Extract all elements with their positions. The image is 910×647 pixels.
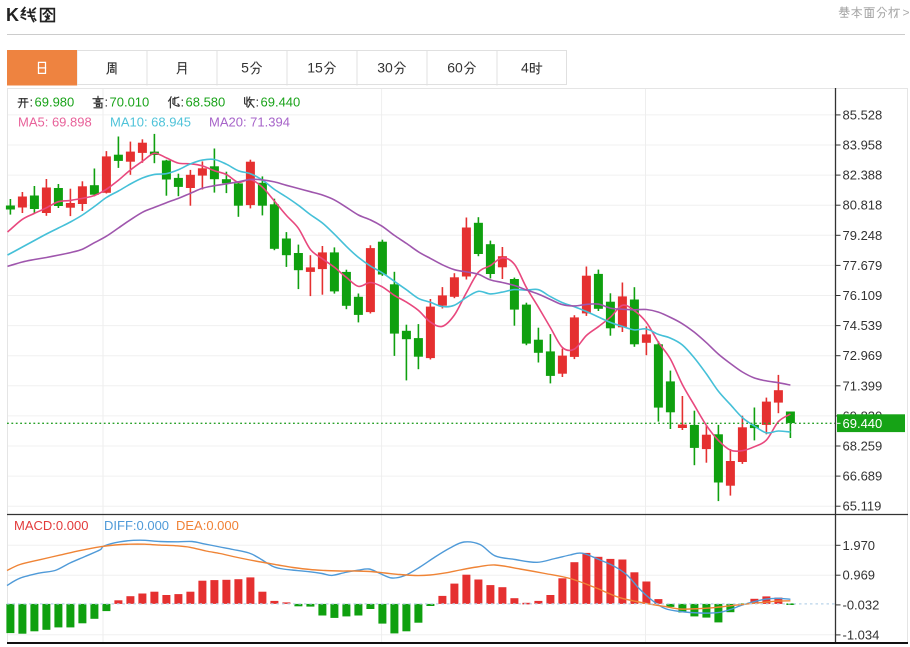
svg-text:69.440: 69.440 xyxy=(261,95,301,110)
svg-text:83.958: 83.958 xyxy=(843,138,883,153)
svg-text:>: > xyxy=(903,6,910,20)
svg-text:79.248: 79.248 xyxy=(843,228,883,243)
svg-text:77.679: 77.679 xyxy=(843,258,883,273)
svg-text:72.969: 72.969 xyxy=(843,348,883,363)
svg-text:68.259: 68.259 xyxy=(843,439,883,454)
svg-text:69.980: 69.980 xyxy=(35,95,75,110)
svg-text:82.388: 82.388 xyxy=(843,168,883,183)
svg-text:69.440: 69.440 xyxy=(843,416,883,431)
svg-text:4: 4 xyxy=(521,60,529,76)
svg-text::: : xyxy=(181,95,185,110)
svg-text:MACD:0.000: MACD:0.000 xyxy=(14,518,88,533)
svg-text:-1.034: -1.034 xyxy=(843,627,880,642)
svg-text:MA10: 68.945: MA10: 68.945 xyxy=(110,115,191,130)
svg-text:15: 15 xyxy=(307,60,323,76)
svg-text:DIFF:0.000: DIFF:0.000 xyxy=(104,518,169,533)
svg-text:76.109: 76.109 xyxy=(843,288,883,303)
svg-text:1.970: 1.970 xyxy=(843,538,876,553)
svg-text:30: 30 xyxy=(377,60,393,76)
svg-text::: : xyxy=(30,95,34,110)
svg-text:80.818: 80.818 xyxy=(843,198,883,213)
svg-text:60: 60 xyxy=(447,60,463,76)
svg-text:K: K xyxy=(6,5,19,25)
svg-text:74.539: 74.539 xyxy=(843,318,883,333)
svg-text:-0.032: -0.032 xyxy=(843,597,880,612)
svg-text:5: 5 xyxy=(241,60,249,76)
svg-text:MA5: 69.898: MA5: 69.898 xyxy=(18,115,92,130)
svg-text:66.689: 66.689 xyxy=(843,469,883,484)
svg-text:71.399: 71.399 xyxy=(843,378,883,393)
svg-text::: : xyxy=(256,95,260,110)
svg-text:0.969: 0.969 xyxy=(843,568,876,583)
svg-text:68.580: 68.580 xyxy=(186,95,226,110)
svg-text::: : xyxy=(105,95,109,110)
svg-text:DEA:0.000: DEA:0.000 xyxy=(176,518,239,533)
svg-text:85.528: 85.528 xyxy=(843,107,883,122)
svg-text:MA20: 71.394: MA20: 71.394 xyxy=(209,115,290,130)
svg-text:70.010: 70.010 xyxy=(110,95,150,110)
svg-text:65.119: 65.119 xyxy=(843,499,882,514)
